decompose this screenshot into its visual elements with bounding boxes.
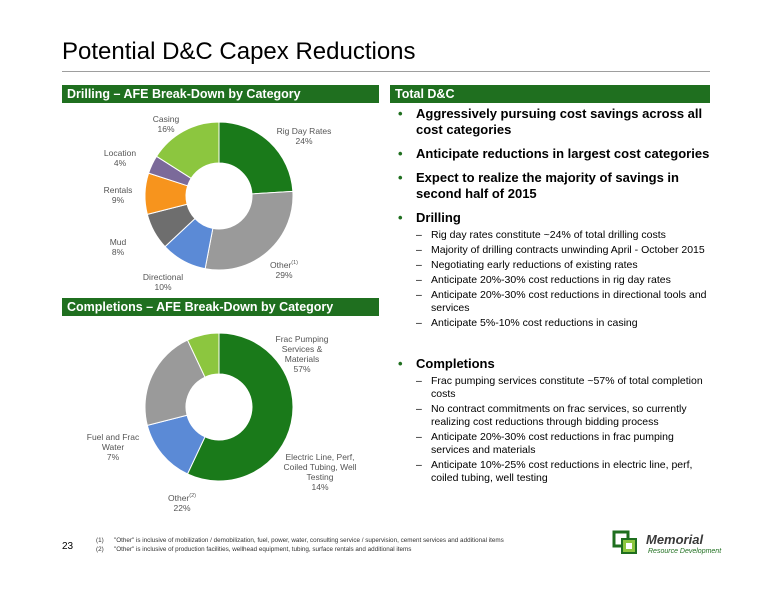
completions-slice-other	[144, 339, 206, 427]
total-dc-section-header: Total D&C	[390, 85, 710, 103]
label-fuel-frac-water: Fuel and Frac Water 7%	[86, 432, 140, 462]
completions-slice-electric-line-perf-coiled-tubing-well-testing	[146, 414, 206, 475]
label-rig-day-rates: Rig Day Rates 24%	[276, 126, 332, 146]
page-number: 23	[62, 541, 74, 552]
drilling-subbullet: Rig day rates constitute ~24% of total d…	[396, 229, 714, 242]
label-drilling-other: Other(1) 29%	[270, 259, 298, 280]
label-casing: Casing 16%	[152, 114, 180, 134]
completions-subbullet: Frac pumping services constitute ~57% of…	[396, 375, 714, 401]
footnote: (2) "Other" is inclusive of production fa…	[96, 545, 412, 553]
footnotes: (1) "Other" is inclusive of mobilization …	[96, 537, 504, 554]
label-completions-other: Other(2) 22%	[168, 492, 196, 513]
drilling-section-header: Drilling – AFE Break-Down by Category	[62, 85, 379, 103]
drilling-subbullet: Negotiating early reductions of existing…	[396, 259, 714, 272]
drilling-subbullet: Anticipate 20%-30% cost reductions in di…	[396, 289, 714, 315]
drilling-slice-location	[147, 155, 192, 187]
bullet-second-half: Expect to realize the majority of saving…	[396, 170, 714, 202]
drilling-subbullet: Majority of drilling contracts unwinding…	[396, 244, 714, 257]
completions-slice-fuel-and-frac-water	[186, 332, 220, 378]
bullet-largest-categories: Anticipate reductions in largest cost ca…	[396, 146, 714, 162]
drilling-subbullet: Anticipate 20%-30% cost reductions in ri…	[396, 274, 714, 287]
drilling-subbullet: Anticipate 5%-10% cost reductions in cas…	[396, 317, 714, 330]
label-mud: Mud 8%	[109, 237, 127, 257]
completions-subbullet: No contract commitments on frac services…	[396, 403, 714, 429]
completions-subbullet: Anticipate 20%-30% cost reductions in fr…	[396, 431, 714, 457]
logo-name: Memorial	[646, 532, 704, 547]
page-title: Potential D&C Capex Reductions	[62, 38, 416, 65]
bullet-completions: Completions	[396, 356, 714, 372]
logo-subtitle: Resource Development	[648, 548, 722, 555]
drilling-slice-rentals	[144, 172, 189, 216]
label-electric-line: Electric Line, Perf, Coiled Tubing, Well T…	[283, 452, 357, 492]
label-rentals: Rentals 9%	[103, 185, 133, 205]
completions-section-header: Completions – AFE Break-Down by Category	[62, 298, 379, 316]
bullet-aggressive-savings: Aggressively pursuing cost savings acros…	[396, 106, 714, 138]
title-divider	[62, 71, 710, 72]
bullet-drilling: Drilling	[396, 210, 714, 226]
completions-subbullet: Anticipate 10%-25% cost reductions in el…	[396, 459, 714, 485]
memorial-logo-icon	[612, 530, 637, 554]
drilling-slice-directional	[164, 217, 214, 270]
label-location: Location 4%	[103, 148, 137, 168]
total-dc-bullets: Aggressively pursuing cost savings acros…	[396, 106, 714, 487]
label-directional: Directional 10%	[142, 272, 184, 292]
label-frac-pumping: Frac Pumping Services & Materials 57%	[275, 334, 329, 374]
drilling-slice-mud	[146, 203, 196, 248]
footnote: (1) "Other" is inclusive of mobilization …	[96, 537, 504, 544]
